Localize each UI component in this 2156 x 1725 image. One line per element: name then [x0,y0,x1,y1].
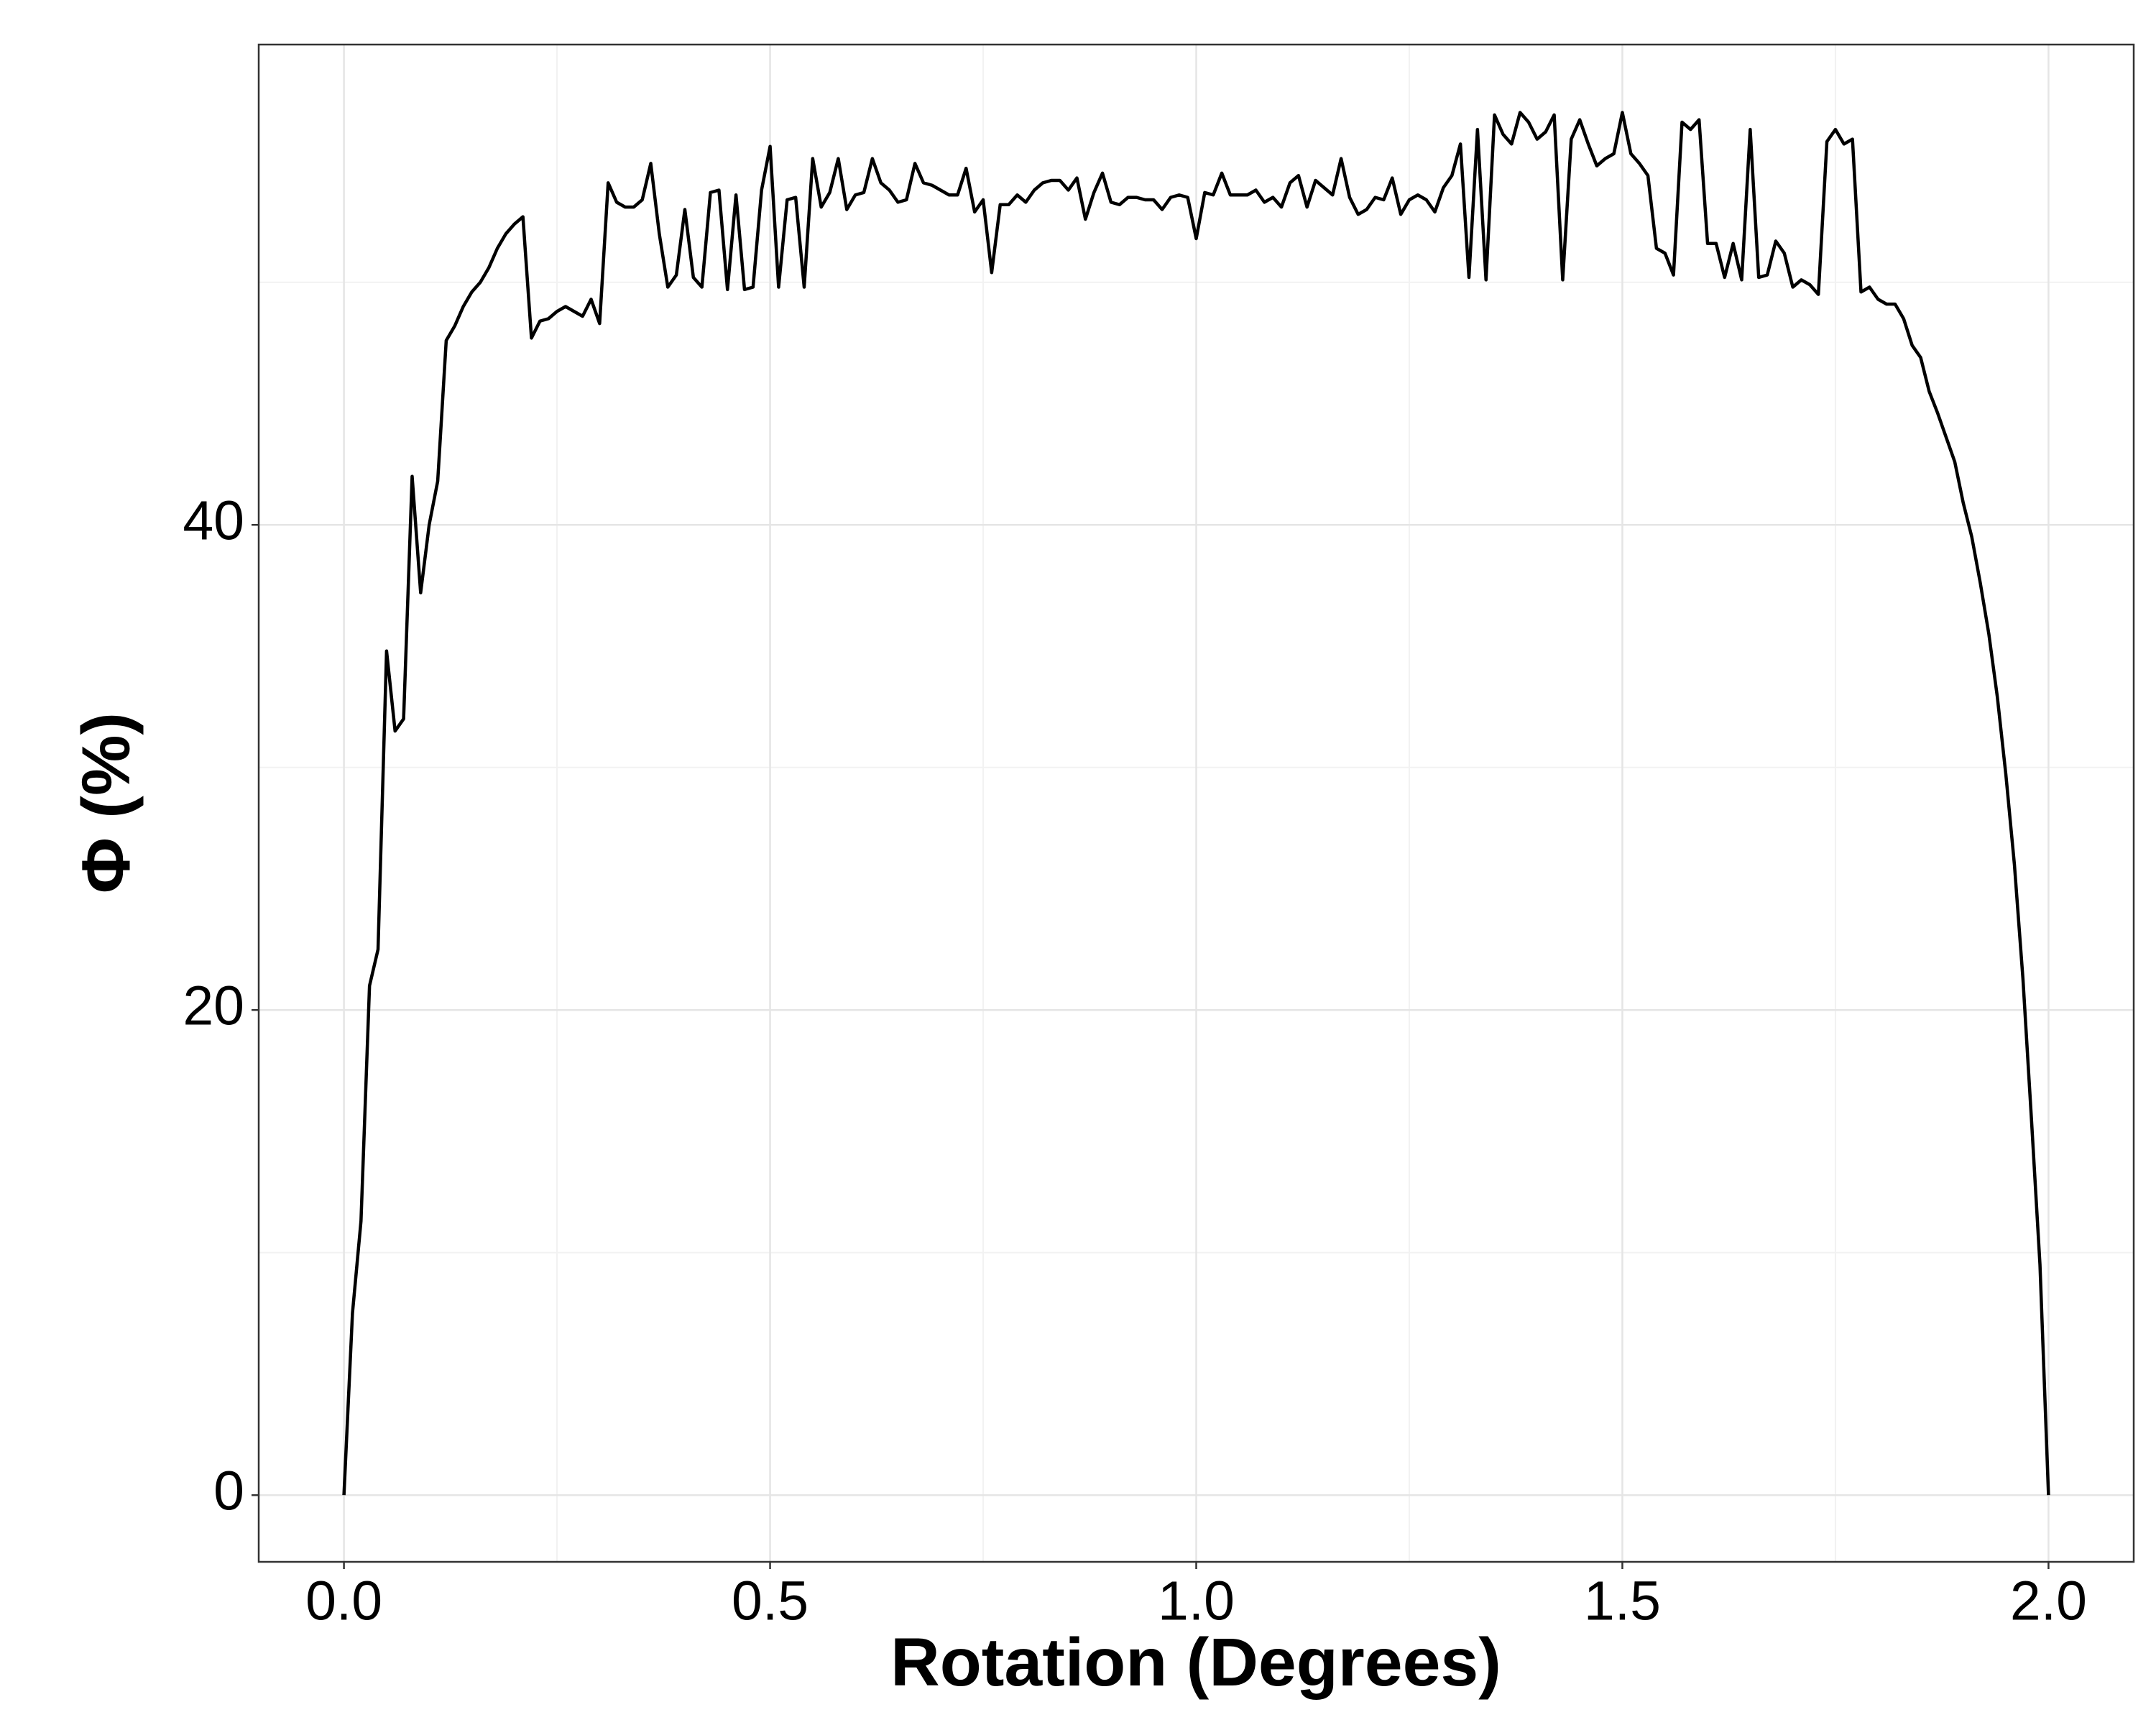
y-tick-label: 20 [183,975,244,1037]
y-tick-label: 0 [213,1460,244,1522]
x-tick-label: 2.0 [2010,1570,2087,1632]
y-tick-label: 40 [183,490,244,552]
x-tick-label: 1.0 [1158,1570,1235,1632]
plot-border [257,43,2135,1563]
x-tick-label: 0.5 [732,1570,808,1632]
y-axis-title: Φ (%) [68,712,144,893]
x-tick-label: 1.5 [1584,1570,1661,1632]
x-tick-label: 0.0 [305,1570,382,1632]
x-axis-title: Rotation (Degrees) [890,1624,1501,1701]
data-line [342,111,2050,1496]
